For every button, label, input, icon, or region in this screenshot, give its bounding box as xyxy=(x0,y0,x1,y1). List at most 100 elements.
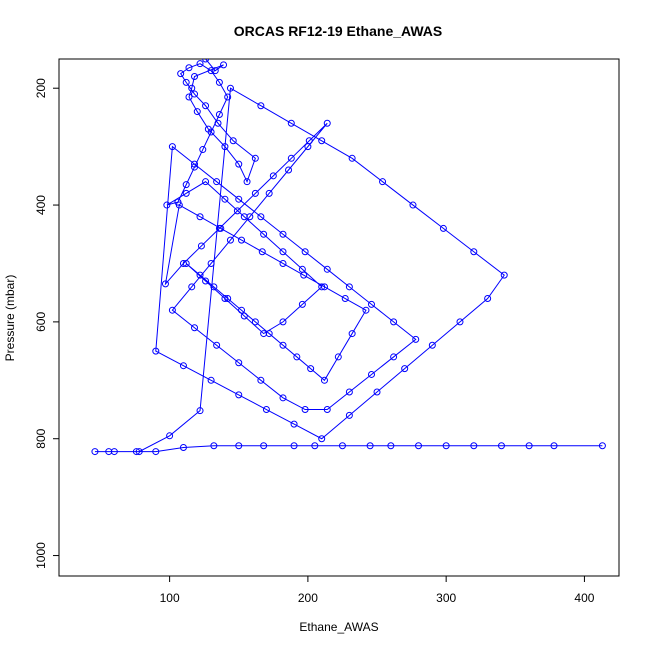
data-point xyxy=(251,154,259,162)
data-point xyxy=(202,102,210,110)
data-point xyxy=(279,341,287,349)
data-point xyxy=(202,59,210,63)
data-point xyxy=(215,78,223,86)
data-point xyxy=(235,359,243,367)
data-point xyxy=(197,242,205,250)
data-point xyxy=(191,163,199,171)
data-point xyxy=(415,442,423,450)
data-point xyxy=(345,411,353,419)
data-point xyxy=(202,277,210,285)
data-point xyxy=(163,201,171,209)
data-point xyxy=(456,318,464,326)
data-point xyxy=(214,119,222,127)
data-point xyxy=(240,312,248,320)
data-point xyxy=(207,259,215,267)
data-point xyxy=(362,306,370,314)
data-point xyxy=(550,442,558,450)
data-point xyxy=(497,442,505,450)
data-point xyxy=(224,295,232,303)
data-point xyxy=(221,143,229,151)
x-tick-label: 400 xyxy=(574,591,594,605)
data-point xyxy=(387,442,395,450)
data-point xyxy=(390,318,398,326)
data-point xyxy=(348,330,356,338)
y-tick-label: 600 xyxy=(34,312,48,332)
data-point xyxy=(290,442,298,450)
data-point xyxy=(213,341,221,349)
data-point xyxy=(161,280,169,288)
data-point xyxy=(412,335,420,343)
data-point xyxy=(318,435,326,443)
data-point xyxy=(196,60,204,68)
data-point xyxy=(285,166,293,174)
data-point xyxy=(301,406,309,414)
data-point xyxy=(196,271,204,279)
data-point xyxy=(257,102,265,110)
data-point xyxy=(318,137,326,145)
data-point xyxy=(251,189,259,197)
plot-area xyxy=(91,59,606,456)
series-group xyxy=(91,59,606,456)
data-point xyxy=(110,448,118,456)
data-point xyxy=(293,353,301,361)
data-point xyxy=(598,442,606,450)
data-point xyxy=(442,442,450,450)
data-point xyxy=(260,442,268,450)
data-point xyxy=(279,394,287,402)
data-point xyxy=(199,146,207,154)
y-tick-label: 800 xyxy=(34,428,48,448)
data-point xyxy=(235,160,243,168)
y-axis-label: Pressure (mbar) xyxy=(3,275,17,362)
data-point xyxy=(238,236,246,244)
data-point xyxy=(229,137,237,145)
data-point xyxy=(301,248,309,256)
x-tick-label: 200 xyxy=(298,591,318,605)
data-point xyxy=(207,376,215,384)
data-point xyxy=(210,283,218,291)
data-point xyxy=(179,259,187,267)
data-point xyxy=(484,295,492,303)
data-point xyxy=(207,67,215,75)
data-point xyxy=(265,330,273,338)
x-tick-label: 100 xyxy=(160,591,180,605)
y-axis: 200 400 600 800 1000 xyxy=(34,78,59,569)
data-point xyxy=(226,84,234,92)
data-point xyxy=(500,271,508,279)
data-point xyxy=(168,143,176,151)
data-point xyxy=(251,318,259,326)
data-point xyxy=(470,248,478,256)
data-point xyxy=(300,271,308,279)
data-point xyxy=(290,420,298,428)
data-point xyxy=(345,283,353,291)
data-point xyxy=(379,178,387,186)
data-point xyxy=(179,443,187,451)
data-point xyxy=(224,93,232,101)
data-point xyxy=(279,248,287,256)
data-point xyxy=(182,259,190,267)
data-point xyxy=(191,324,199,332)
data-point xyxy=(210,442,218,450)
y-tick-label: 400 xyxy=(34,195,48,215)
data-point xyxy=(323,265,331,273)
data-point xyxy=(439,224,447,232)
data-point xyxy=(287,119,295,127)
data-point xyxy=(390,353,398,361)
data-point xyxy=(221,295,229,303)
data-point xyxy=(279,318,287,326)
data-point xyxy=(220,61,228,69)
data-point xyxy=(334,353,342,361)
data-point xyxy=(191,90,199,98)
data-point xyxy=(304,143,312,151)
chart-title: ORCAS RF12-19 Ethane_AWAS xyxy=(234,23,443,39)
data-point xyxy=(179,362,187,370)
plot-frame xyxy=(58,58,620,577)
data-point xyxy=(320,376,328,384)
data-point xyxy=(258,248,266,256)
data-point xyxy=(182,189,190,197)
x-axis-label: Ethane_AWAS xyxy=(299,620,378,634)
data-point xyxy=(257,376,265,384)
data-point xyxy=(366,442,374,450)
data-point xyxy=(221,195,229,203)
data-point xyxy=(348,154,356,162)
data-point xyxy=(211,67,219,75)
